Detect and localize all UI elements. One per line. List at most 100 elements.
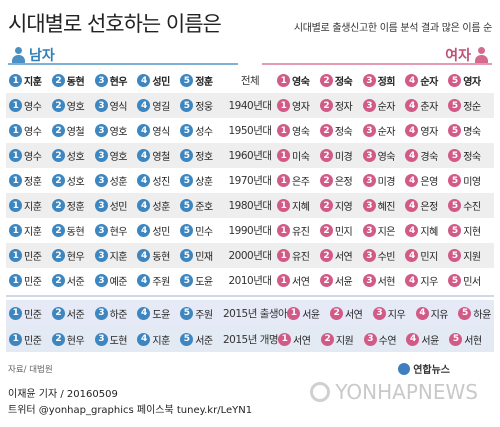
- female-names: 1 미숙 2 미경 3 영숙 4 경숙 5 정숙: [277, 148, 491, 163]
- rank-2-icon: 2: [51, 274, 65, 287]
- rank-5-icon: 5: [458, 306, 472, 320]
- female-name: 정자: [334, 102, 353, 113]
- female-name-cell: 3 순자: [362, 123, 406, 138]
- female-name-cell: 1 유진: [277, 223, 320, 238]
- male-name-cell: 1 영수: [9, 148, 52, 163]
- period-label: 1960년대: [228, 150, 272, 162]
- rank-1-icon: 1: [277, 174, 291, 187]
- male-name: 정훈: [195, 77, 213, 88]
- female-name-cell: 3 수빈: [362, 248, 406, 263]
- rank-5-icon: 5: [449, 332, 463, 346]
- male-name: 정웅: [195, 102, 213, 113]
- male-name-cell: 3 현우: [94, 223, 138, 238]
- female-name-cell: 1 영자: [277, 98, 320, 113]
- male-name: 주원: [152, 277, 170, 288]
- female-name-cell: 2 정자: [319, 98, 363, 113]
- rank-4-icon: 4: [406, 332, 420, 346]
- female-name: 유진: [292, 252, 310, 263]
- rank-5-icon: 5: [180, 332, 194, 346]
- female-name: 수빈: [377, 252, 396, 263]
- female-name: 영자: [463, 77, 481, 88]
- male-label: 남자: [29, 48, 55, 64]
- female-name: 지원: [463, 252, 481, 263]
- male-names: 1 민준 2 서준 3 하준 4 도윤 5 주원: [9, 306, 223, 321]
- rank-3-icon: 3: [362, 149, 376, 162]
- rank-2-icon: 2: [319, 199, 333, 212]
- rank-1-icon: 1: [9, 99, 22, 112]
- female-name-cell: 1 영숙: [277, 123, 320, 138]
- female-name-cell: 3 수연: [363, 332, 407, 347]
- male-name: 현우: [109, 77, 128, 88]
- rank-5-icon: 5: [180, 74, 194, 87]
- rank-2-icon: 2: [319, 99, 333, 112]
- female-name-cell: 3 혜진: [362, 198, 406, 213]
- female-name-cell: 2 지원: [320, 332, 364, 347]
- period-label: 1940년대: [228, 100, 272, 112]
- rank-5-icon: 5: [448, 74, 462, 87]
- female-name: 민서: [463, 277, 481, 288]
- female-name-cell: 2 정숙: [319, 73, 363, 88]
- female-name: 민지: [334, 227, 353, 238]
- yonhap-logo-text: 연합뉴스: [413, 365, 450, 376]
- male-names: 1 지훈 2 정훈 3 성민 4 성훈 5 준호: [9, 198, 223, 213]
- male-name: 영수: [24, 127, 42, 138]
- yonhap-logo-icon: [398, 362, 411, 375]
- rank-1-icon: 1: [277, 199, 291, 212]
- female-name-cell: 5 수진: [448, 198, 491, 213]
- female-person-icon: [475, 46, 488, 64]
- male-names: 1 영수 2 영철 3 영호 4 영식 5 성수: [9, 123, 223, 138]
- female-name: 서연: [293, 335, 311, 347]
- female-names: 1 유진 2 민지 3 지은 4 지혜 5 지현: [277, 223, 491, 238]
- male-names: 1 정훈 2 성호 3 성훈 4 성진 5 상훈: [9, 173, 223, 188]
- female-name: 순자: [377, 127, 396, 138]
- rank-4-icon: 4: [137, 274, 151, 287]
- female-name: 수연: [378, 335, 397, 347]
- male-name: 민준: [24, 252, 42, 263]
- female-name: 미숙: [292, 152, 310, 163]
- female-name-cell: 2 서연: [329, 306, 373, 321]
- rank-2-icon: 2: [319, 74, 333, 87]
- table-row: 1 민준 2 서준 3 예준 4 주원 5 도윤 2010년대 1 서연 2 서윤 3 서현 4 지우 5 민서: [6, 268, 494, 293]
- yonhap-logo: 연합뉴스: [398, 361, 450, 376]
- male-name-cell: 3 영호: [94, 123, 138, 138]
- rank-2-icon: 2: [51, 149, 65, 162]
- male-name: 영호: [109, 127, 128, 138]
- female-name-cell: 5 정숙: [448, 148, 491, 163]
- rank-4-icon: 4: [405, 199, 419, 212]
- female-name: 민지: [420, 252, 438, 263]
- male-name: 도윤: [152, 309, 170, 321]
- female-divider: [262, 63, 492, 65]
- female-name: 은정: [420, 202, 438, 213]
- rank-1-icon: 1: [277, 124, 291, 137]
- rank-3-icon: 3: [94, 306, 108, 320]
- male-name: 동현: [66, 227, 85, 238]
- male-name: 정호: [195, 152, 213, 163]
- rank-2-icon: 2: [320, 332, 334, 346]
- male-name: 영철: [66, 127, 85, 138]
- male-names: 1 영수 2 영호 3 영식 4 영길 5 정웅: [9, 98, 223, 113]
- male-name: 동현: [66, 77, 85, 88]
- female-name-cell: 1 서연: [277, 273, 320, 288]
- rank-3-icon: 3: [362, 99, 376, 112]
- rank-2-icon: 2: [51, 249, 65, 262]
- male-name-cell: 3 성민: [94, 198, 138, 213]
- period-label: 1980년대: [228, 200, 272, 212]
- male-name: 영식: [152, 127, 170, 138]
- rank-5-icon: 5: [448, 174, 462, 187]
- female-name-cell: 2 정숙: [319, 123, 363, 138]
- male-name: 민준: [24, 335, 42, 347]
- male-name-cell: 5 민재: [180, 248, 223, 263]
- rank-1-icon: 1: [9, 332, 22, 346]
- rank-3-icon: 3: [362, 124, 376, 137]
- male-name-cell: 4 동현: [137, 248, 180, 263]
- rank-5-icon: 5: [180, 306, 194, 320]
- female-name-cell: 3 지은: [362, 223, 406, 238]
- male-name-cell: 2 동현: [51, 223, 95, 238]
- female-name: 수진: [463, 202, 481, 213]
- female-name-cell: 5 하윤: [458, 306, 500, 321]
- rank-1-icon: 1: [9, 249, 22, 262]
- male-name-cell: 4 성진: [137, 173, 180, 188]
- rank-4-icon: 4: [405, 274, 419, 287]
- male-name-cell: 2 영호: [51, 98, 95, 113]
- rank-2-icon: 2: [51, 306, 65, 320]
